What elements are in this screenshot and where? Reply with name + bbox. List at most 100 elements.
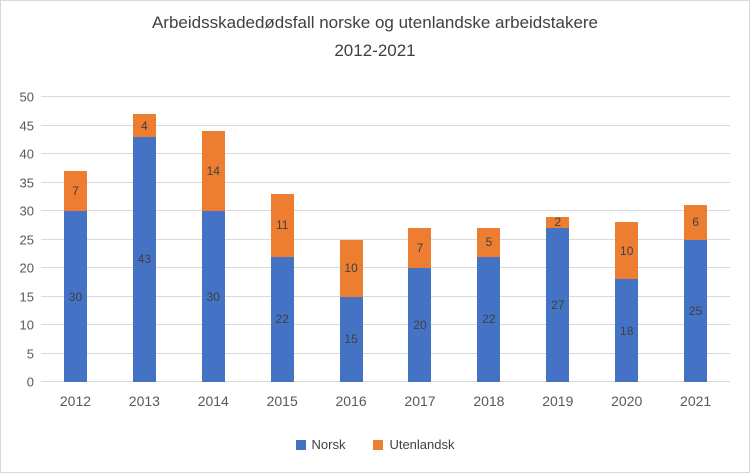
bar-value-label: 27: [551, 298, 565, 313]
bar-slot-2014: 14 30: [179, 97, 248, 382]
y-tick-label-5: 5: [26, 346, 34, 361]
legend-swatch-norsk: [295, 439, 306, 450]
bar-segment-utenlandsk-2012: 7: [63, 171, 87, 211]
legend-label-utenlandsk: Utenlandsk: [389, 437, 455, 452]
bar-value-label: 22: [275, 312, 289, 327]
bar-segment-utenlandsk-2019: 2: [546, 215, 570, 230]
bar-group-2013: 4 43: [132, 114, 156, 382]
bar-segment-utenlandsk-2014: 14: [201, 131, 225, 211]
bar-segment-norsk-2020: 18: [615, 279, 639, 382]
y-axis: 0 5 10 15 20 25 30 35 40 45 50: [1, 91, 34, 389]
bar-group-2017: 7 20: [408, 228, 432, 382]
bar-value-label: 25: [688, 303, 703, 318]
bar-segment-utenlandsk-2020: 10: [615, 222, 639, 280]
bar-group-2014: 14 30: [201, 131, 225, 382]
bar-value-label: 7: [72, 184, 79, 199]
bar-value-label: 15: [344, 332, 358, 347]
bar-slot-2020: 10 18: [592, 97, 661, 382]
gridline-25: [41, 238, 730, 240]
bar-segment-utenlandsk-2017: 7: [408, 228, 432, 268]
legend-label-norsk: Norsk: [311, 437, 346, 452]
bar-value-label: 43: [137, 252, 152, 267]
gridline-30: [41, 210, 730, 211]
y-tick-label-0: 0: [26, 374, 34, 390]
bar-group-2020: 10 18: [615, 222, 639, 382]
bar-group-2021: 6 25: [684, 205, 708, 382]
x-tick-label-2016: 2016: [335, 393, 367, 409]
legend-item-utenlandsk: Utenlandsk: [373, 437, 455, 452]
bar-slot-2019: 2 27: [523, 97, 592, 382]
bar-group-2019: 2 27: [546, 215, 570, 382]
legend-swatch-utenlandsk: [373, 439, 384, 450]
bar-value-label: 11: [275, 218, 289, 233]
x-tick-label-2021: 2021: [680, 393, 712, 409]
x-tick-label-2018: 2018: [473, 393, 505, 409]
bar-group-2012: 7 30: [63, 171, 87, 382]
x-tick-label-2020: 2020: [611, 393, 643, 409]
gridline-35: [41, 181, 730, 183]
bar-segment-utenlandsk-2015: 11: [270, 193, 294, 257]
gridline-5: [41, 352, 730, 354]
bar-value-label: 5: [485, 235, 493, 250]
plot-area: 7 30 4 43 14 30 11 22 10 15 7 20 5 22 2 27 10 18 6 25: [41, 96, 730, 382]
x-tick-label-2015: 2015: [266, 393, 298, 409]
chart-subtitle: 2012-2021: [334, 41, 416, 60]
y-tick-label-50: 50: [19, 89, 34, 105]
bar-value-label: 2: [554, 215, 562, 230]
gridline-15: [41, 295, 730, 297]
bar-segment-norsk-2021: 25: [684, 239, 708, 382]
bar-group-2016: 10 15: [339, 239, 363, 382]
bar-slot-2021: 6 25: [661, 97, 730, 382]
y-tick-label-20: 20: [19, 260, 34, 276]
bar-value-label: 10: [344, 261, 358, 275]
bar-slot-2012: 7 30: [41, 97, 110, 382]
bar-segment-norsk-2015: 22: [270, 256, 294, 382]
gridline-0: [41, 381, 730, 382]
bar-segment-utenlandsk-2013: 4: [132, 114, 156, 137]
bar-group-2015: 11 22: [270, 193, 294, 382]
bar-slot-2016: 10 15: [317, 97, 386, 382]
bar-segment-norsk-2018: 22: [477, 256, 501, 382]
gridline-45: [41, 124, 730, 126]
y-tick-label-40: 40: [19, 146, 34, 162]
bar-segment-norsk-2013: 43: [132, 136, 156, 382]
gridline-50: [41, 96, 730, 97]
bar-slot-2015: 11 22: [248, 97, 317, 382]
bar-value-label: 10: [620, 243, 634, 258]
legend: Norsk Utenlandsk: [1, 437, 749, 452]
chart-title: Arbeidsskadedødsfall norske og utenlands…: [151, 13, 599, 32]
y-tick-label-25: 25: [19, 232, 34, 247]
y-tick-label-30: 30: [19, 203, 34, 219]
bar-segment-utenlandsk-2021: 6: [684, 205, 708, 240]
bar-group-2018: 5 22: [477, 228, 501, 382]
bar-value-label: 30: [68, 289, 83, 304]
bar-segment-utenlandsk-2018: 5: [477, 228, 501, 257]
legend-item-norsk: Norsk: [295, 437, 346, 452]
bar-slot-2013: 4 43: [110, 97, 179, 382]
y-tick-label-35: 35: [19, 175, 34, 190]
bar-value-label: 30: [206, 289, 220, 304]
x-tick-label-2012: 2012: [59, 393, 92, 409]
bar-segment-norsk-2014: 30: [201, 211, 225, 382]
x-tick-label-2013: 2013: [128, 393, 160, 409]
x-tick-label-2014: 2014: [197, 393, 229, 409]
gridline-10: [41, 324, 730, 325]
bar-value-label: 4: [141, 118, 148, 133]
y-tick-label-10: 10: [19, 317, 34, 333]
bar-segment-norsk-2019: 27: [546, 228, 570, 382]
bar-segment-utenlandsk-2016: 10: [339, 239, 363, 297]
bar-slot-2017: 7 20: [386, 97, 455, 382]
y-tick-label-15: 15: [19, 289, 34, 304]
gridline-40: [41, 153, 730, 154]
bar-value-label: 6: [692, 215, 699, 230]
bar-value-label: 22: [482, 312, 496, 327]
bar-value-label: 20: [413, 318, 427, 332]
y-tick-label-45: 45: [19, 118, 34, 133]
bar-segment-norsk-2017: 20: [408, 268, 432, 382]
gridline-20: [41, 267, 730, 268]
bars-container: 7 30 4 43 14 30 11 22 10 15 7 20 5 22 2 27 10 18 6 25: [41, 97, 730, 382]
bar-value-label: 18: [620, 323, 634, 338]
bar-segment-norsk-2012: 30: [63, 211, 87, 382]
x-tick-label-2019: 2019: [542, 393, 574, 409]
